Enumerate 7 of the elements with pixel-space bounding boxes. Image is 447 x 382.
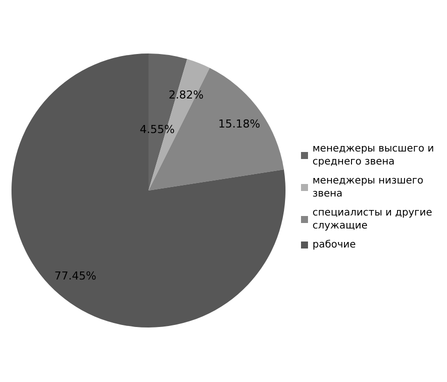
data-label: 15.18% — [218, 118, 260, 131]
legend-label: менеджеры высшего и среднего звена — [312, 144, 434, 168]
data-label: 2.82% — [168, 88, 204, 102]
legend-label: рабочие — [312, 240, 356, 250]
legend-label: менеджеры низшего звена — [312, 176, 424, 200]
legend-label: специалисты и другие служащие — [312, 208, 432, 232]
data-label: 77.45% — [54, 269, 96, 282]
